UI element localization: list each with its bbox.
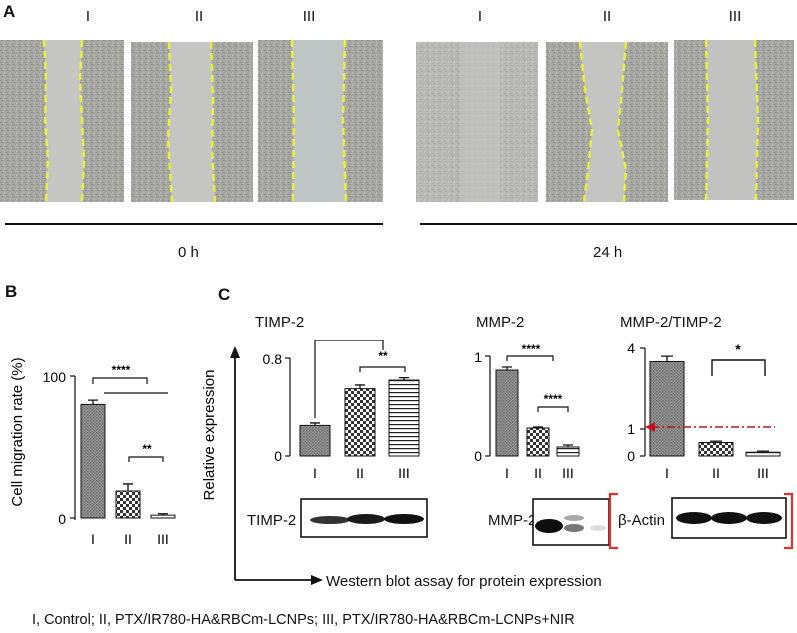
- panel-b-label: B: [5, 282, 18, 301]
- bars-mmp2-error-bar-3: [563, 444, 573, 447]
- bars-timp2-error-bar-3: [399, 376, 409, 381]
- timp2-x-i: I: [313, 465, 317, 480]
- blot-timp2: [300, 498, 428, 538]
- panel-a-label: A: [3, 2, 16, 21]
- chart-mmp2: 1 0 I II III **** ****: [474, 342, 580, 480]
- mmp2-x-i: I: [505, 465, 509, 480]
- x-label-ii: II: [124, 531, 132, 547]
- x-label-i: I: [91, 531, 95, 547]
- blot-label-timp2: TIMP-2: [247, 512, 297, 529]
- y-axis-label: Cell migration rate (%): [9, 357, 26, 506]
- mmp2-sig2: ****: [544, 392, 563, 406]
- bars-ratio-error-bar-3: [757, 450, 769, 453]
- micrograph-24h-iii: [674, 40, 794, 201]
- ratio-y-tick-0: 0: [627, 448, 635, 464]
- timp2-y-tick-08: 0.8: [263, 351, 283, 367]
- bars-b-bar-2: [115, 490, 141, 519]
- bars-ratio-bar-1: [649, 361, 685, 457]
- ratio-y-tick-4: 4: [627, 340, 635, 356]
- mmp2-y-tick-1: 1: [474, 349, 482, 365]
- bars-mmp2-error-bar-1: [502, 366, 512, 370]
- blot-label-mmp2: MMP-2: [488, 512, 537, 529]
- group-legend: I, Control; II, PTX/IR780-HA&RBCm-LCNPs;…: [32, 612, 575, 628]
- ratio-sig1: *: [735, 341, 741, 357]
- time-divider-24h: [420, 223, 797, 225]
- bars-ratio-error-bar-1: [661, 355, 673, 362]
- micrograph-24h-i: [416, 42, 538, 202]
- ratio-x-i: I: [665, 465, 669, 480]
- group-label-24h-ii: II: [602, 8, 612, 25]
- bars-ratio-error-bar-2: [710, 440, 722, 443]
- bars-mmp2-error-bar-2: [533, 426, 543, 428]
- bars-b-bar-3: [150, 514, 176, 519]
- bars-mmp2-bar-1: [495, 369, 519, 457]
- mmp2-y-tick-0: 0: [474, 448, 482, 464]
- bars-timp2-bar-2: [344, 388, 376, 457]
- panel-c-label: C: [218, 285, 231, 304]
- timp2-title: TIMP-2: [255, 314, 305, 331]
- sig-bottom: **: [142, 442, 152, 456]
- timp2-x-iii: III: [398, 465, 410, 480]
- chart-mmp2-timp2-ratio: 4 1 0 I II III *: [627, 340, 781, 480]
- sig-top: ****: [112, 363, 131, 377]
- mmp2-sig1: ****: [522, 342, 541, 356]
- ratio-x-iii: III: [757, 465, 769, 480]
- micrograph-0h-iii: [258, 40, 383, 203]
- bars-timp2-error-bar-2: [355, 384, 365, 389]
- ratio-y-tick-1: 1: [627, 421, 635, 437]
- x-label-iii: III: [157, 531, 169, 547]
- wound-healing-micrographs: [0, 40, 794, 203]
- timp2-y-tick-0: 0: [274, 448, 282, 464]
- chart-timp2: 0.8 0 I II III **** **: [263, 340, 420, 480]
- time-label-24h: 24 h: [593, 244, 623, 261]
- mmp2-title: MMP-2: [476, 314, 525, 331]
- group-label-24h-i: I: [477, 8, 483, 25]
- group-label-0h-ii: II: [194, 8, 204, 25]
- bars-b-error-bar-3: [158, 513, 168, 516]
- mmp2-x-ii: II: [534, 465, 542, 480]
- chart-migration-rate: Cell migration rate (%) 100 0 I II III *…: [9, 357, 176, 547]
- timp2-x-ii: II: [356, 465, 364, 480]
- time-label-0h: 0 h: [178, 244, 199, 261]
- timp2-sig2: **: [378, 349, 388, 363]
- bars-timp2-bar-3: [388, 379, 420, 457]
- bars-mmp2-bar-2: [526, 427, 550, 457]
- bars-timp2-error-bar-1: [310, 422, 320, 426]
- bars-ratio-bar-2: [698, 442, 734, 457]
- group-label-0h-iii: III: [302, 8, 316, 25]
- ratio-x-ii: II: [712, 465, 720, 480]
- mmp2-x-iii: III: [562, 465, 574, 480]
- bars-b-bar-1: [80, 403, 106, 519]
- blot-beta-actin: [608, 492, 794, 550]
- western-blot-axis-label: Western blot assay for protein expressio…: [326, 573, 602, 590]
- bars-mmp2-bar-3: [556, 446, 580, 457]
- reference-arrow-head: [645, 422, 655, 432]
- y-tick-100: 100: [43, 369, 67, 385]
- relative-expression-axis: Relative expression: [201, 346, 323, 585]
- y-tick-0: 0: [58, 511, 66, 527]
- group-label-0h-i: I: [85, 8, 91, 25]
- blot-label-beta-actin: β-Actin: [618, 512, 665, 529]
- bars-timp2-bar-1: [299, 424, 331, 457]
- micrograph-24h-ii: [546, 41, 668, 203]
- bars-b-error-bar-2: [123, 483, 133, 492]
- micrograph-0h-i: [0, 40, 124, 203]
- blot-mmp2: [532, 498, 610, 546]
- bars-ratio-bar-3: [745, 451, 781, 457]
- group-label-24h-iii: III: [728, 8, 742, 25]
- relative-expression-label: Relative expression: [201, 370, 218, 501]
- time-divider-0h: [5, 223, 383, 225]
- micrograph-0h-ii: [131, 41, 253, 203]
- bars-b-error-bar-1: [88, 399, 98, 405]
- ratio-title: MMP-2/TIMP-2: [620, 314, 722, 331]
